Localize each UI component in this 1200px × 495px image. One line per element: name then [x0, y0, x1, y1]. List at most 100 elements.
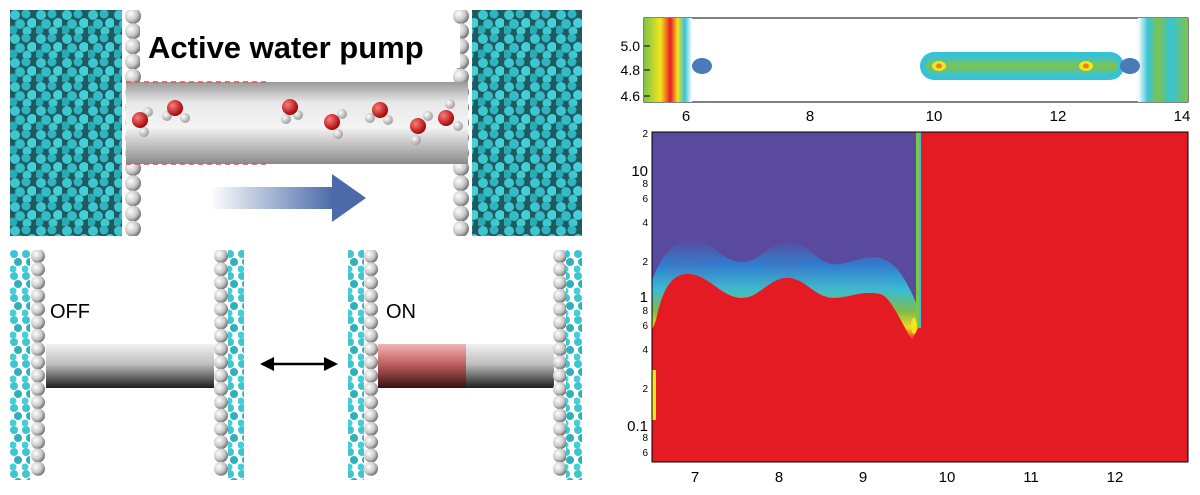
membrane-bead — [553, 408, 567, 423]
membrane-bead — [364, 275, 378, 290]
membrane-bead — [214, 275, 228, 290]
membrane-bead — [31, 302, 45, 317]
membrane-bead — [364, 328, 378, 343]
phase-y-minor-tick: 2 — [642, 130, 648, 140]
membrane-bead — [31, 435, 45, 450]
membrane-bead — [125, 38, 141, 55]
membrane-bead — [31, 461, 45, 476]
active-pump-panel: Active water pump — [10, 8, 582, 237]
density-plot: 5.0 4.8 4.6 6 8 10 12 14 — [600, 14, 1200, 132]
membrane-bead — [214, 421, 228, 436]
membrane-bead — [364, 435, 378, 450]
membrane-bead — [553, 382, 567, 396]
membrane-bead — [31, 355, 45, 370]
density-x-ticks: 6 8 10 12 14 — [682, 108, 1191, 125]
membrane-bead — [553, 461, 567, 476]
membrane-bead — [553, 395, 567, 410]
right-wall-density — [1138, 18, 1188, 102]
on-left-membrane — [364, 249, 378, 476]
phase-y-major-tick: 10 — [631, 163, 648, 180]
membrane-bead — [553, 275, 567, 290]
membrane-bead — [125, 175, 141, 192]
phase-y-minor-tick: 4 — [642, 345, 648, 356]
density-plot-svg: 5.0 4.8 4.6 6 8 10 12 14 — [621, 17, 1191, 125]
membrane-bead — [364, 302, 378, 317]
membrane-bead — [214, 342, 228, 357]
membrane-bead — [214, 368, 228, 383]
membrane-bead — [31, 328, 45, 343]
membrane-bead — [125, 220, 141, 237]
phase-y-major-tick: 1 — [640, 289, 648, 306]
density-x-tick: 12 — [1050, 108, 1067, 125]
membrane-bead — [31, 382, 45, 396]
membrane-bead — [214, 408, 228, 423]
left-entry-density — [692, 58, 712, 74]
toggle-double-arrow — [260, 357, 338, 371]
membrane-bead — [364, 408, 378, 423]
membrane-bead — [31, 315, 45, 330]
phase-y-minor-tick: 6 — [642, 448, 648, 459]
phase-y-minor-tick: 6 — [642, 194, 648, 205]
membrane-bead — [31, 408, 45, 423]
membrane-bead — [553, 448, 567, 463]
membrane-bead — [214, 355, 228, 370]
membrane-bead — [453, 68, 469, 85]
membrane-bead — [31, 368, 45, 383]
membrane-bead — [553, 421, 567, 436]
on-nanotube-active-section — [378, 344, 466, 388]
switch-panel: OFF ON — [10, 249, 582, 480]
membrane-bead — [453, 175, 469, 192]
phase-x-tick: 10 — [939, 469, 956, 486]
membrane-bead — [364, 342, 378, 357]
membrane-bead — [553, 288, 567, 303]
off-left-membrane — [31, 249, 45, 476]
membrane-bead — [553, 315, 567, 330]
phase-x-tick: 9 — [859, 469, 867, 486]
membrane-bead — [125, 53, 141, 70]
density-y-tick: 5.0 — [621, 38, 641, 54]
phase-y-minor-tick: 6 — [642, 321, 648, 332]
membrane-bead — [364, 448, 378, 463]
phase-y-minor-tick: 2 — [642, 384, 648, 395]
membrane-bead — [364, 382, 378, 396]
density-x-tick: 10 — [926, 108, 943, 125]
membrane-bead — [364, 421, 378, 436]
phase-x-tick: 8 — [775, 469, 783, 486]
pump-title: Active water pump — [148, 30, 424, 65]
membrane-bead — [364, 461, 378, 476]
active-pump-illustration: Active water pump — [10, 8, 582, 237]
membrane-bead — [214, 435, 228, 450]
phase-y-minor-tick: 8 — [642, 179, 648, 190]
membrane-bead — [553, 368, 567, 383]
phase-y-minor-tick: 8 — [642, 306, 648, 317]
phase-map-svg: 10 1 0.1 2 8 6 4 2 8 6 4 2 8 6 7 8 9 10 … — [627, 129, 1189, 486]
membrane-bead — [125, 68, 141, 85]
phase-y-axis: 10 1 0.1 2 8 6 4 2 8 6 4 2 8 6 — [627, 129, 648, 459]
off-nanotube — [46, 344, 214, 388]
membrane-bead — [364, 288, 378, 303]
phase-x-axis: 7 8 9 10 11 12 — [691, 469, 1124, 486]
vertical-phase-boundary — [916, 132, 920, 328]
phase-x-tick: 12 — [1107, 469, 1124, 486]
membrane-bead — [364, 368, 378, 383]
membrane-bead — [125, 205, 141, 222]
membrane-bead — [553, 328, 567, 343]
membrane-bead — [214, 382, 228, 396]
off-label: OFF — [50, 301, 90, 323]
membrane-bead — [453, 190, 469, 207]
density-y-tick: 4.6 — [621, 88, 641, 104]
phase-y-major-tick: 0.1 — [627, 418, 648, 435]
on-right-membrane — [553, 249, 567, 476]
channel-density — [926, 56, 1118, 76]
membrane-bead — [553, 355, 567, 370]
membrane-bead — [553, 249, 567, 263]
membrane-bead — [453, 8, 469, 24]
flow-direction-arrow — [210, 174, 366, 222]
on-nanotube-passive-section — [466, 344, 554, 388]
on-label: ON — [386, 301, 416, 323]
membrane-bead — [553, 262, 567, 277]
membrane-bead — [214, 461, 228, 476]
membrane-bead — [214, 395, 228, 410]
membrane-bead — [553, 302, 567, 317]
membrane-bead — [125, 8, 141, 24]
